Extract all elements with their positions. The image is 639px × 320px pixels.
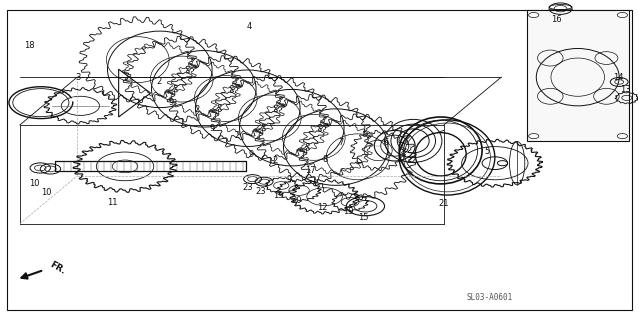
Text: 2: 2	[194, 105, 200, 114]
Text: 4: 4	[247, 22, 252, 31]
Text: 9: 9	[169, 98, 174, 107]
Text: 13: 13	[620, 85, 631, 94]
Text: 9: 9	[249, 150, 254, 159]
Bar	[527, 10, 629, 141]
Text: 20: 20	[291, 196, 302, 205]
Text: 3: 3	[76, 73, 81, 82]
Text: 19: 19	[273, 190, 283, 200]
Text: 9: 9	[210, 124, 215, 133]
Text: 23: 23	[256, 188, 266, 196]
Text: 18: 18	[24, 41, 35, 50]
Text: SL03-A0601: SL03-A0601	[466, 292, 512, 301]
Text: 2: 2	[234, 131, 239, 140]
Text: 5: 5	[484, 147, 489, 156]
Text: 8: 8	[322, 155, 327, 164]
Text: 21: 21	[438, 198, 449, 207]
Text: 12: 12	[318, 203, 328, 212]
Text: 14: 14	[613, 73, 623, 82]
Text: 2: 2	[156, 77, 162, 86]
Text: 6: 6	[384, 138, 389, 147]
Text: FR.: FR.	[49, 260, 67, 276]
Text: 10: 10	[29, 179, 39, 188]
Text: 22: 22	[406, 156, 417, 165]
Text: 19: 19	[343, 207, 353, 216]
Text: 9: 9	[286, 175, 291, 184]
Text: 1: 1	[362, 125, 367, 134]
Text: 16: 16	[551, 15, 562, 24]
Text: 2: 2	[272, 156, 277, 165]
Text: 10: 10	[42, 188, 52, 197]
Text: 7: 7	[339, 138, 344, 147]
Text: 15: 15	[358, 213, 368, 222]
Text: 23: 23	[242, 183, 253, 192]
Text: 17: 17	[305, 166, 316, 175]
Text: 11: 11	[107, 197, 118, 206]
